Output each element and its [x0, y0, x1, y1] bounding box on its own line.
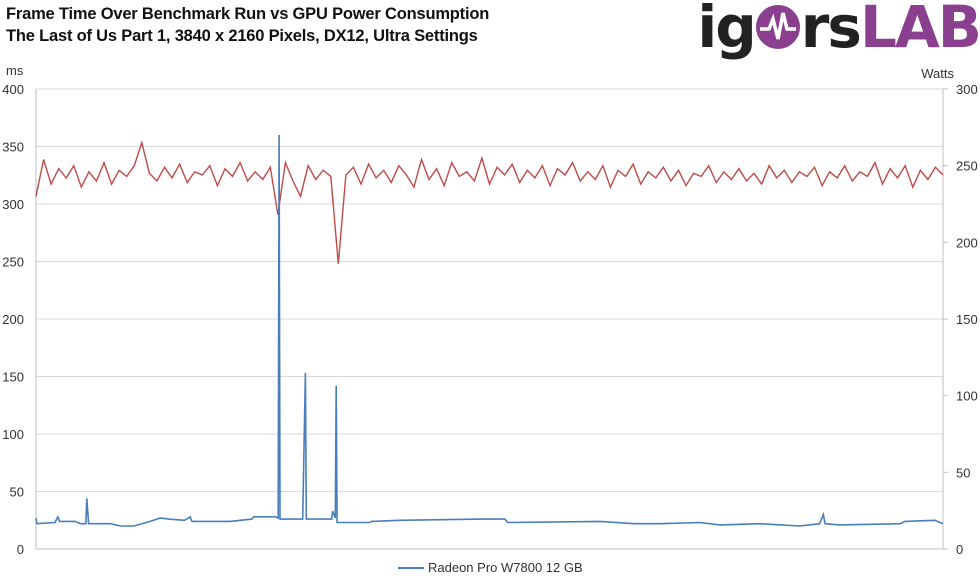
legend-label: Radeon Pro W7800 12 GB: [428, 560, 583, 575]
y-tick-label: 250: [2, 255, 24, 270]
y2-tick-label: 250: [956, 159, 978, 174]
y-axis-label: ms: [6, 63, 24, 78]
y2-axis-label: Watts: [921, 66, 954, 81]
y2-tick-label: 200: [956, 235, 978, 250]
y2-tick-label: 150: [956, 312, 978, 327]
logo-text-rs: rs: [800, 0, 862, 61]
y-tick-label: 350: [2, 140, 24, 155]
logo-text-lab: LAB: [859, 0, 980, 61]
chart-title: Frame Time Over Benchmark Run vs GPU Pow…: [6, 5, 490, 23]
y-tick-label: 400: [2, 82, 24, 97]
y-tick-label: 200: [2, 312, 24, 327]
series-line-frametime: [35, 134, 944, 527]
igorslab-logo: ig rsLAB: [697, 0, 980, 62]
y-tick-label: 300: [2, 197, 24, 212]
y-tick-label: 50: [10, 485, 24, 500]
y-tick-label: 0: [17, 542, 24, 557]
y2-tick-label: 300: [956, 82, 978, 97]
y2-tick-label: 50: [956, 465, 970, 480]
legend: Radeon Pro W7800 12 GB: [398, 560, 583, 575]
y2-tick-label: 0: [956, 542, 963, 557]
logo-text-ig: ig: [697, 0, 756, 61]
series-line-gpu-power: [35, 140, 944, 264]
logo-heartbeat-icon: [755, 5, 800, 49]
y-tick-label: 100: [2, 427, 24, 442]
y2-tick-label: 100: [956, 389, 978, 404]
y-tick-label: 150: [2, 370, 24, 385]
chart-subtitle: The Last of Us Part 1, 3840 x 2160 Pixel…: [6, 27, 478, 45]
